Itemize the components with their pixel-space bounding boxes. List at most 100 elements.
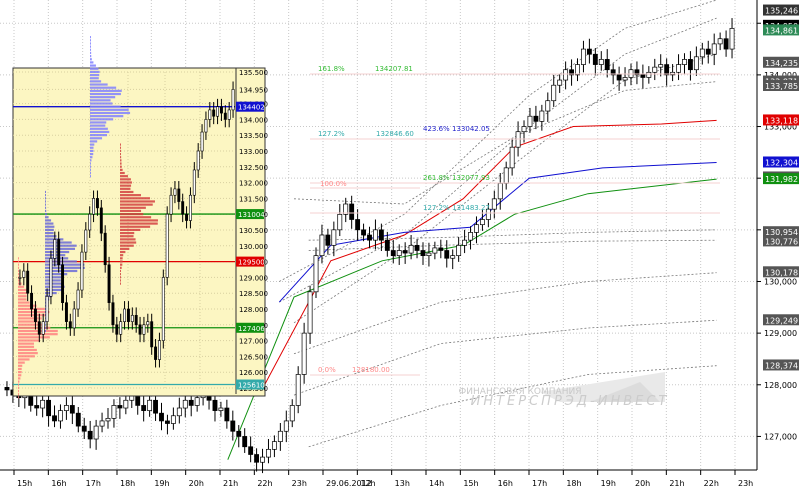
candle-body — [563, 69, 569, 81]
inset-candle-body — [161, 277, 165, 341]
profile-bar — [45, 263, 85, 266]
inset-candles — [18, 81, 235, 368]
profile-bar — [90, 115, 124, 118]
profile-bar — [45, 231, 54, 235]
candle-body — [723, 38, 729, 50]
profile-bar — [45, 219, 52, 222]
candle-body — [224, 407, 230, 422]
price-tag-label: 133,785 — [765, 82, 798, 91]
inset-candle-body — [223, 112, 227, 120]
profile-bar — [18, 295, 27, 298]
profile-bar — [120, 225, 151, 228]
profile-bar — [45, 228, 54, 231]
profile-bar — [18, 320, 39, 323]
inset-tick-label: 131.500 — [239, 195, 268, 203]
candle-body — [693, 56, 699, 71]
profile-bar — [120, 187, 131, 190]
inset-candle-body — [111, 302, 115, 326]
profile-bar — [18, 383, 19, 386]
price-tag-box — [763, 173, 799, 185]
price-tag-label: 131,982 — [765, 175, 798, 184]
profile-bar — [120, 194, 141, 197]
candle-body — [117, 405, 123, 409]
candle-body — [141, 405, 147, 411]
candle-body — [474, 224, 479, 233]
profile-bar — [18, 310, 50, 314]
profile-bar — [90, 67, 99, 70]
candle-body — [503, 167, 509, 184]
fib-label: 261.8% — [423, 174, 450, 182]
candle-body — [521, 126, 527, 133]
profile-bar — [90, 137, 103, 140]
profile-bar — [90, 105, 121, 108]
fib-label: 127.2% — [423, 204, 450, 212]
profile-bar — [90, 168, 91, 171]
inset-candle-body — [84, 229, 88, 253]
inset-candle-body — [107, 264, 111, 303]
fib-label: 127.2% — [318, 130, 345, 138]
profile-bar — [120, 279, 121, 282]
candle-body — [545, 100, 551, 112]
profile-bar — [120, 149, 121, 152]
envelope-line — [308, 365, 717, 448]
candle-body — [610, 69, 616, 76]
inset-tick-label: 128.000 — [239, 306, 268, 314]
profile-bar — [18, 266, 19, 269]
profile-bar — [18, 386, 19, 389]
profile-bar — [45, 200, 46, 203]
profile-bar — [18, 317, 42, 320]
candle-body — [123, 399, 129, 409]
inset-candle-body — [146, 321, 150, 326]
profile-bar — [120, 276, 121, 279]
candle-body — [450, 255, 456, 259]
envelope-line — [293, 319, 717, 396]
fib-label: 132846.60 — [376, 130, 414, 138]
candle-body — [420, 250, 426, 257]
price-tag-box — [763, 314, 799, 326]
profile-bar — [18, 374, 22, 377]
profile-bar — [120, 175, 128, 178]
candle-body — [729, 28, 735, 50]
fib-label: 100.0% — [320, 180, 347, 188]
candle-body — [319, 234, 325, 257]
profile-bar — [18, 342, 34, 345]
candle-body — [266, 448, 271, 458]
inset-candle-body — [18, 277, 22, 279]
profile-bar — [120, 235, 134, 238]
candle-body — [664, 64, 670, 76]
candle-body — [165, 420, 170, 424]
time-tick-label: 16h — [51, 479, 66, 488]
profile-bar — [120, 260, 123, 263]
profile-bar — [90, 80, 102, 83]
time-tick-label: 22h — [704, 479, 719, 488]
profile-bar — [120, 206, 146, 209]
profile-bar — [90, 99, 111, 102]
candle-body — [93, 425, 99, 440]
candle-body — [408, 244, 414, 254]
price-tags: 135,246134,950134,861134,235133,871133,7… — [763, 4, 799, 371]
inset-candle-body — [227, 109, 231, 120]
candle-body — [230, 420, 236, 432]
profile-bar — [90, 156, 93, 159]
candle-body — [105, 418, 111, 422]
candle-body — [402, 250, 408, 254]
profile-bar — [120, 165, 122, 168]
price-tag-label: 134,861 — [765, 26, 798, 35]
price-tick-label: 130,000 — [764, 277, 797, 286]
envelope-line — [308, 229, 717, 241]
inset-tag-box — [236, 379, 264, 390]
inset-candle-body — [26, 270, 30, 294]
profile-bar — [90, 134, 108, 137]
inset-tick-label: 130.000 — [239, 243, 268, 251]
profile-bar — [45, 209, 47, 213]
profile-bar — [120, 156, 122, 159]
profile-bar — [90, 118, 114, 121]
candle-body — [343, 203, 349, 215]
profile-bar — [120, 168, 123, 171]
fib-label: 131483.27 — [452, 204, 490, 212]
profile-bar — [120, 171, 125, 175]
inset-candle-body — [157, 340, 161, 360]
profile-bar — [120, 178, 131, 181]
profile-bar — [120, 228, 141, 231]
profile-bar — [45, 260, 77, 263]
